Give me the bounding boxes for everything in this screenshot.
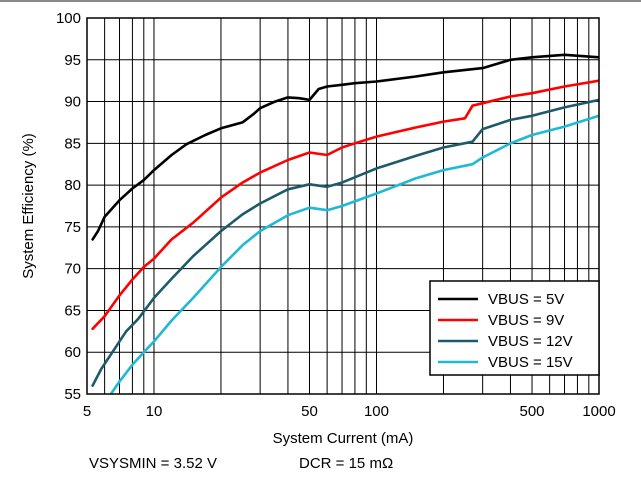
- y-tick-label: 80: [64, 177, 81, 194]
- y-tick-label: 95: [64, 52, 81, 69]
- x-tick-label: 50: [301, 403, 318, 420]
- legend-box: [429, 280, 600, 376]
- y-tick-label: 90: [64, 94, 81, 111]
- legend-label: VBUS = 15V: [488, 354, 573, 371]
- vsysmin-note: VSYSMIN = 3.52 V: [89, 455, 217, 472]
- y-tick-label: 55: [64, 386, 81, 403]
- series-lines: [91, 53, 599, 394]
- x-tick-label: 10: [146, 403, 163, 420]
- y-tick-label: 100: [56, 10, 81, 27]
- legend-label: VBUS = 9V: [488, 312, 564, 329]
- x-tick-label: 1000: [582, 403, 615, 420]
- efficiency-chart: 55 60 65 70 75 80 85 90 95 100 5 10 50 100 500 1000 Sys…: [20, 10, 616, 447]
- tick-labels: 55 60 65 70 75 80 85 90 95 100 5 10 50 100 500 1000: [56, 10, 616, 420]
- x-tick-label: 5: [83, 403, 91, 420]
- y-tick-label: 65: [64, 302, 81, 319]
- plot-border: [86, 17, 600, 395]
- y-tick-label: 75: [64, 219, 81, 236]
- legend-label: VBUS = 5V: [488, 291, 564, 308]
- x-tick-label: 500: [520, 403, 545, 420]
- y-tick-label: 60: [64, 344, 81, 361]
- x-tick-label: 100: [364, 403, 389, 420]
- legend: VBUS = 5V VBUS = 9V VBUS = 12V VBUS = 15V: [429, 280, 600, 376]
- series-line-2: [91, 79, 599, 331]
- y-tick-label: 85: [64, 135, 81, 152]
- series-line-1: [91, 53, 599, 241]
- dcr-note: DCR = 15 mΩ: [299, 455, 394, 472]
- x-axis-title: System Current (mA): [273, 430, 414, 447]
- y-tick-label: 70: [64, 261, 81, 278]
- top-rule: [0, 0, 641, 2]
- series-line-4: [109, 114, 599, 394]
- y-axis-title: System Efficiency (%): [20, 133, 37, 279]
- legend-label: VBUS = 12V: [488, 333, 573, 350]
- series-line-3: [91, 98, 599, 387]
- test-conditions: VSYSMIN = 3.52 V DCR = 15 mΩ: [89, 455, 393, 472]
